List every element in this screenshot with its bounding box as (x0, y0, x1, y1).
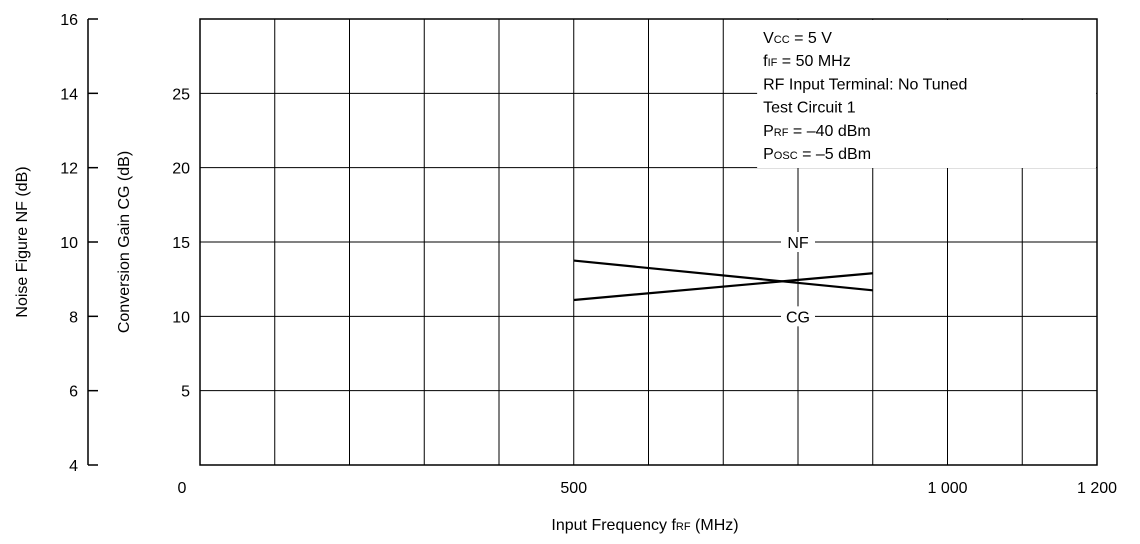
cg-tick-label: 25 (172, 86, 190, 103)
cg-tick-label: 5 (181, 384, 190, 401)
nf-tick-label: 8 (69, 309, 78, 326)
cg-tick-label: 15 (172, 235, 190, 252)
nf-axis-title: Noise Figure NF (dB) (14, 166, 31, 317)
plot-frame (199, 18, 1098, 466)
x-tick-label: 1 000 (927, 480, 967, 497)
condition-main: Test Circuit 1 (763, 100, 856, 117)
condition-sub: RF (774, 127, 789, 139)
x-tick-label: 0 (178, 480, 187, 497)
series-line-nf (573, 259, 873, 292)
conditions-bg (757, 20, 1096, 168)
condition-rest: = 5 V (790, 30, 833, 47)
series-line-cg (573, 272, 873, 302)
x-axis-title: Input Frequency fRF (MHz) (551, 517, 738, 534)
nf-tick-label: 10 (60, 235, 78, 252)
condition-main: RF Input Terminal: No Tuned (763, 76, 967, 93)
x-axis-title-unit: (MHz) (691, 517, 739, 534)
x-tick-label: 1 200 (1077, 480, 1117, 497)
condition-rest: = –40 dBm (788, 123, 870, 140)
condition-line: PRF = –40 dBm (763, 123, 871, 140)
cg-axis-title: Conversion Gain CG (dB) (116, 151, 133, 333)
cg-tick-label: 10 (172, 309, 190, 326)
condition-main: V (763, 30, 774, 47)
condition-main: P (763, 146, 774, 163)
condition-line: RF Input Terminal: No Tuned (763, 76, 967, 93)
x-axis: 0 500 1 000 1 200 (178, 480, 1118, 497)
condition-main: P (763, 123, 774, 140)
condition-main: f (763, 53, 768, 70)
condition-rest: = 50 MHz (777, 53, 850, 70)
nf-axis: 4 6 8 10 12 14 16 (60, 12, 98, 475)
series-label-cg: CG (786, 309, 810, 326)
cg-tick-label: 20 (172, 161, 190, 178)
cg-axis: 5 10 15 20 25 (172, 86, 190, 400)
nf-tick-label: 16 (60, 12, 78, 29)
condition-sub: IF (768, 57, 778, 69)
condition-line: VCC = 5 V (763, 30, 832, 47)
series-label-bg (781, 306, 815, 327)
conditions-box: VCC = 5 V fIF = 50 MHz RF Input Terminal: … (757, 20, 1096, 168)
nf-tick-label: 14 (60, 86, 78, 103)
condition-line: POSC = –5 dBm (763, 146, 871, 163)
series-label-bg (781, 232, 815, 252)
condition-line: Test Circuit 1 (763, 100, 856, 117)
condition-sub: CC (774, 34, 790, 46)
nf-tick-label: 6 (69, 384, 78, 401)
series-group: NF CG (573, 232, 873, 327)
x-axis-title-main: Input Frequency f (551, 517, 676, 534)
condition-rest: = –5 dBm (798, 146, 871, 163)
series-label-nf: NF (787, 235, 809, 252)
x-tick-label: 500 (560, 480, 587, 497)
condition-line: fIF = 50 MHz (763, 53, 851, 70)
x-axis-title-sub: RF (676, 521, 691, 533)
nf-tick-label: 4 (69, 458, 78, 475)
condition-sub: OSC (774, 150, 798, 162)
nf-tick-label: 12 (60, 161, 78, 178)
